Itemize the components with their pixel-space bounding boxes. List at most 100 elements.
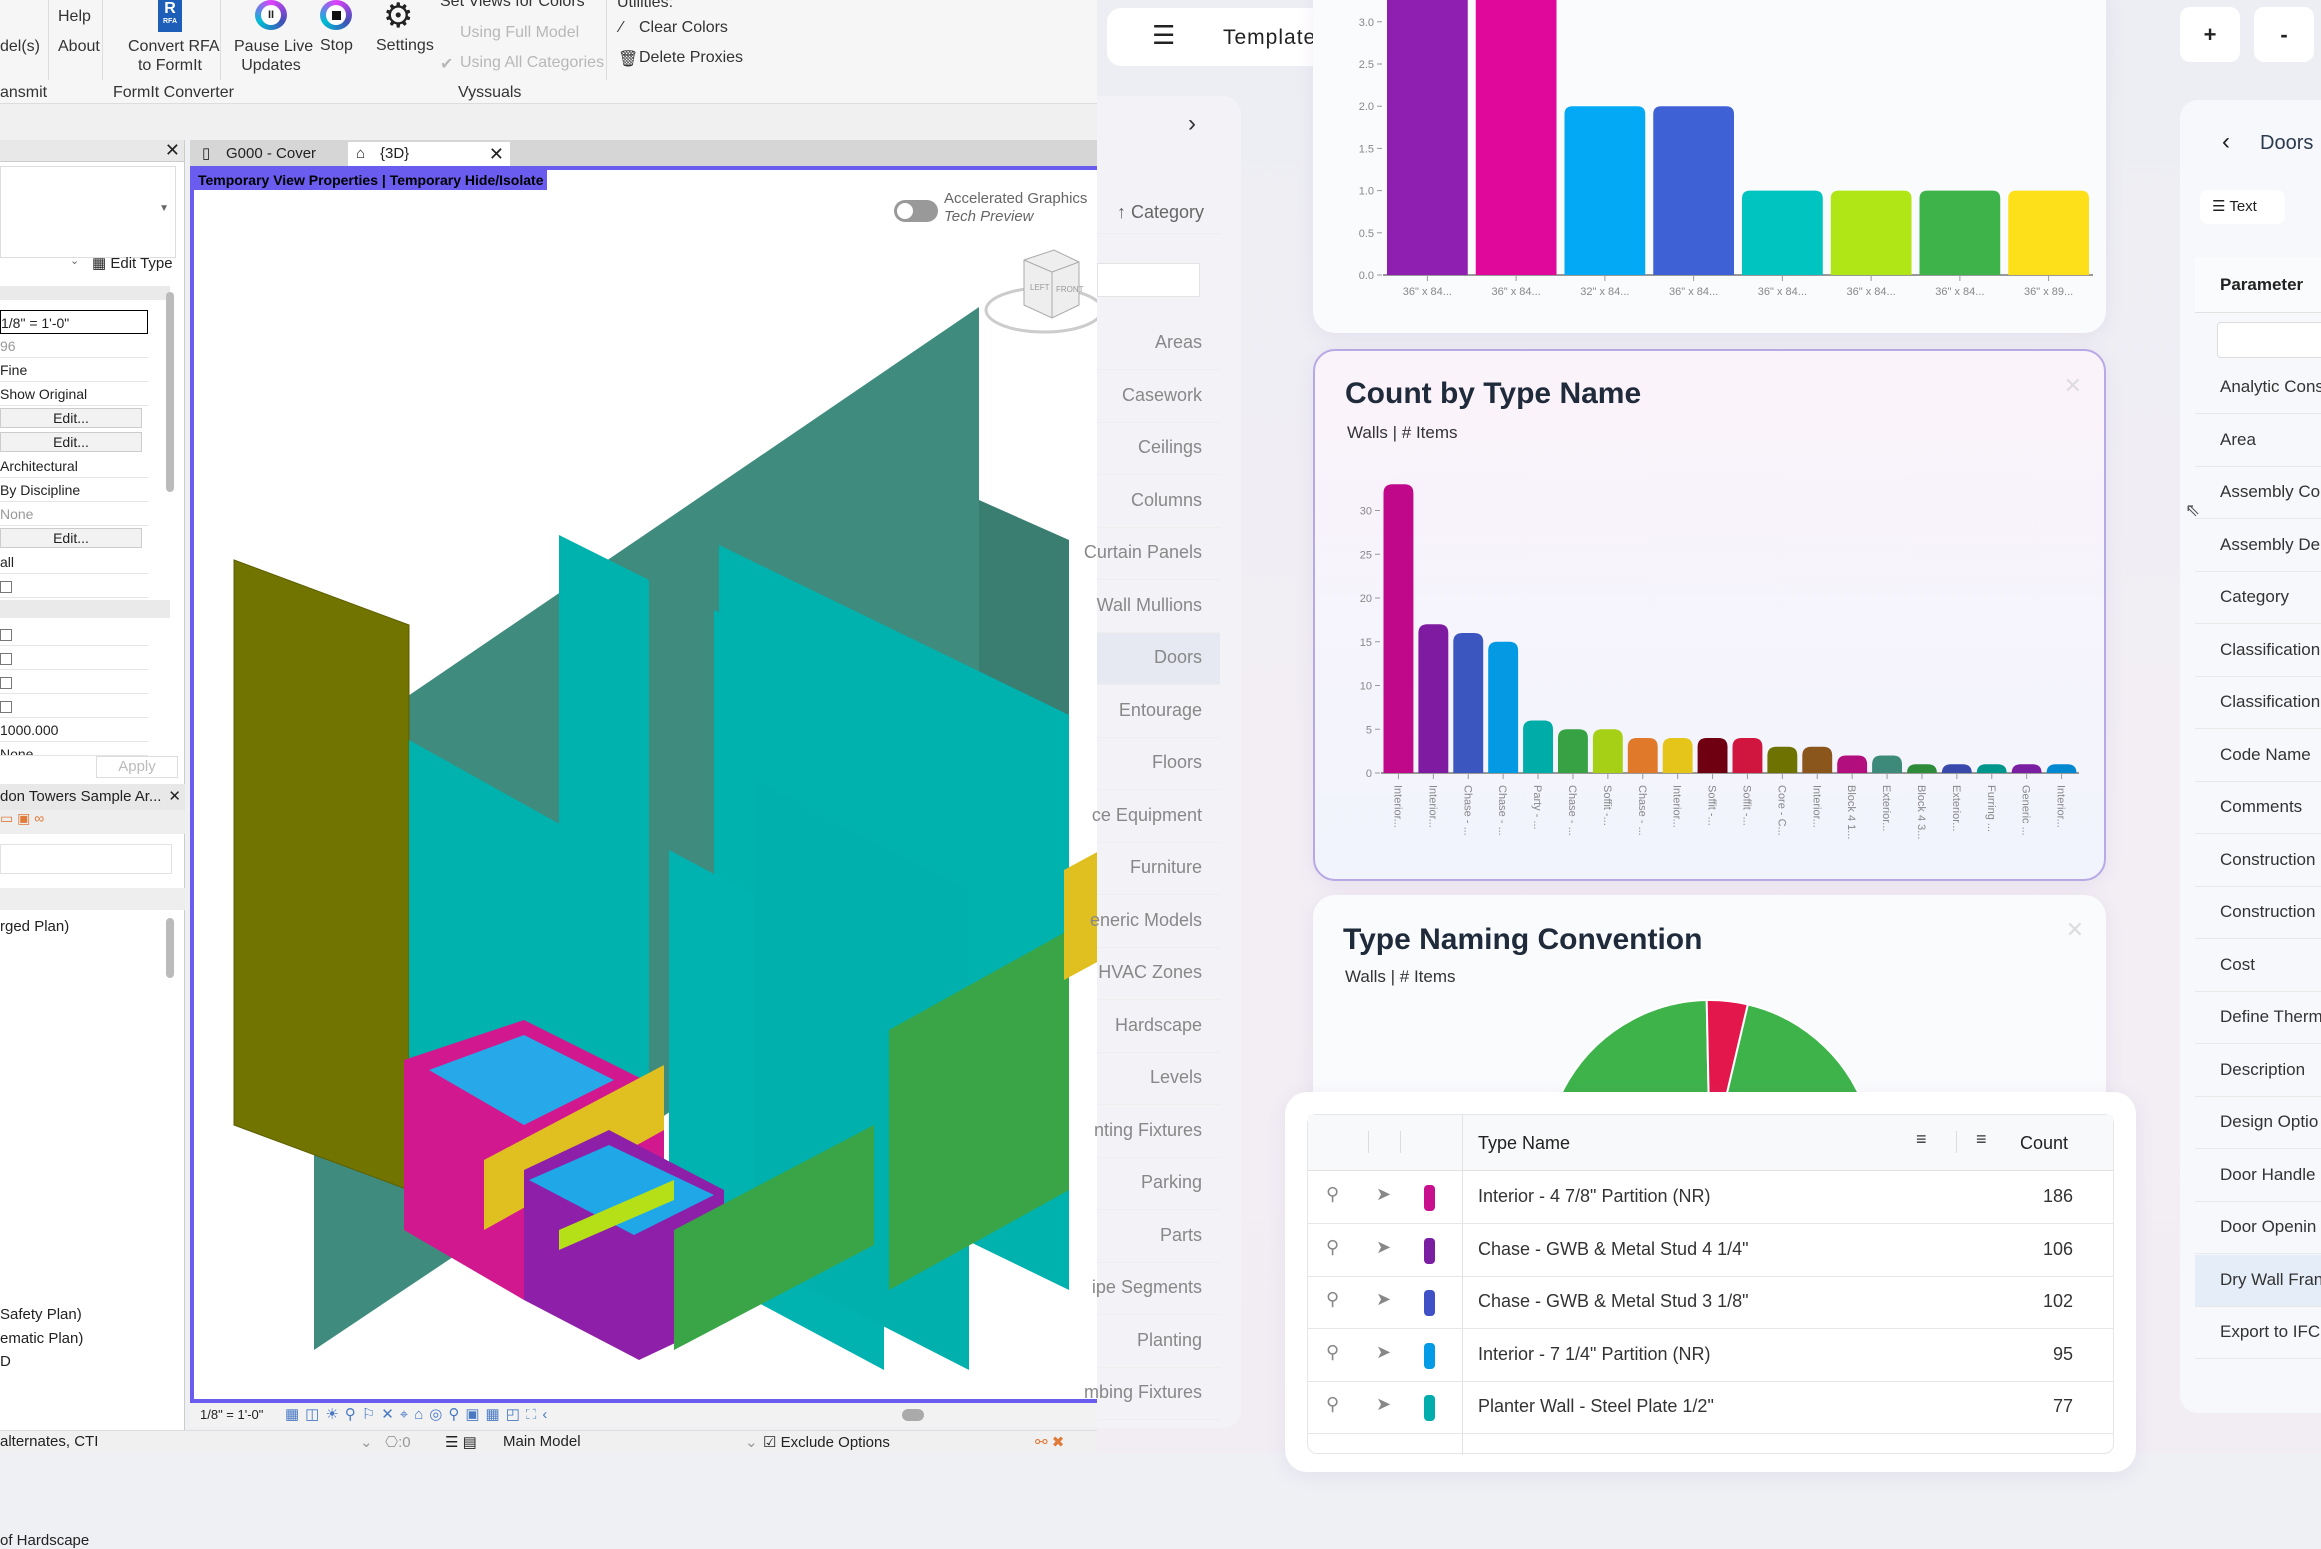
category-item[interactable]: Columns bbox=[1097, 476, 1220, 528]
tab-g000-cover[interactable]: ▯ G000 - Cover bbox=[202, 145, 317, 162]
bar[interactable] bbox=[2046, 764, 2077, 774]
apply-button[interactable]: Apply bbox=[96, 756, 178, 778]
parameter-item[interactable]: Assembly Co bbox=[2195, 467, 2321, 519]
set-views-for-colors-button[interactable]: Set Views for Colors bbox=[440, 0, 585, 10]
parameter-item[interactable]: Area bbox=[2195, 415, 2321, 467]
category-item[interactable]: Ceilings bbox=[1097, 423, 1220, 475]
edit-button[interactable]: Edit... bbox=[0, 408, 142, 428]
parameter-item[interactable]: Door Openin bbox=[2195, 1202, 2321, 1254]
hamburger-menu-icon[interactable]: ☰ bbox=[1152, 20, 1176, 50]
search-icon[interactable]: ⚲ bbox=[1326, 1289, 1340, 1309]
filter-icon[interactable]: ≡ bbox=[1916, 1129, 1927, 1149]
section-extents[interactable] bbox=[0, 600, 170, 618]
browser-item[interactable]: ematic Plan) bbox=[0, 1330, 84, 1347]
active-model-select[interactable]: Main Model bbox=[503, 1433, 581, 1450]
table-row[interactable]: ⚲ ➤ Interior - 7 1/4" Partition (NR) 95 bbox=[1308, 1330, 2113, 1382]
filter-icon[interactable]: ≡ bbox=[1976, 1129, 1987, 1149]
color-swatch[interactable] bbox=[1424, 1395, 1435, 1421]
tab-3d[interactable]: ⌂ {3D} ✕ bbox=[348, 142, 510, 166]
select-cursor-icon[interactable]: ➤ bbox=[1376, 1289, 1392, 1309]
parameter-item[interactable]: Construction bbox=[2195, 887, 2321, 939]
category-item[interactable]: Parking bbox=[1097, 1158, 1220, 1210]
view-scale-field[interactable]: 1/8" = 1'-0" bbox=[0, 310, 148, 334]
parameter-filter-input[interactable] bbox=[2217, 322, 2321, 358]
3d-viewport[interactable]: Temporary View Properties | Temporary Hi… bbox=[190, 166, 1097, 1403]
color-swatch[interactable] bbox=[1424, 1237, 1435, 1264]
close-icon[interactable]: ✕ bbox=[168, 788, 181, 805]
scrollbar[interactable] bbox=[166, 918, 174, 978]
bar[interactable] bbox=[1697, 738, 1728, 773]
settings-button[interactable]: Settings bbox=[376, 37, 434, 54]
select-cursor-icon[interactable]: ➤ bbox=[1376, 1394, 1392, 1414]
parameter-item[interactable]: Export to IFC bbox=[2195, 1307, 2321, 1359]
chevron-right-icon[interactable]: › bbox=[1188, 110, 1196, 137]
search-icon[interactable]: ⚲ bbox=[1326, 1236, 1340, 1257]
category-item[interactable]: ce Equipment bbox=[1092, 791, 1220, 843]
bar[interactable] bbox=[1564, 106, 1646, 275]
parameter-item[interactable]: Analytic Cons bbox=[2195, 362, 2321, 414]
bar[interactable] bbox=[1418, 624, 1449, 773]
search-icon[interactable]: ⚲ bbox=[1326, 1394, 1340, 1414]
color-swatch[interactable] bbox=[1424, 1342, 1435, 1369]
parameter-item[interactable]: Classification bbox=[2195, 677, 2321, 729]
bar[interactable] bbox=[1662, 738, 1693, 773]
bar[interactable] bbox=[1742, 190, 1823, 275]
color-swatch[interactable] bbox=[1424, 1185, 1435, 1211]
table-row[interactable]: ⚲ ➤ Planter Wall - Steel Plate 1/2" 77 bbox=[1308, 1382, 2113, 1434]
bar[interactable] bbox=[1488, 641, 1519, 773]
pause-icon[interactable]: II bbox=[255, 0, 287, 30]
delete-proxies-button[interactable]: Delete Proxies bbox=[639, 49, 744, 66]
checkbox-row[interactable] bbox=[0, 670, 148, 694]
browser-item[interactable]: D bbox=[0, 1353, 11, 1370]
parameter-item[interactable]: Assembly De bbox=[2195, 520, 2321, 572]
section-graphics[interactable] bbox=[0, 286, 170, 300]
category-item[interactable]: Planting bbox=[1097, 1316, 1220, 1368]
parameter-item[interactable]: Code Name bbox=[2195, 730, 2321, 782]
bar[interactable] bbox=[1453, 633, 1484, 773]
category-item[interactable]: eneric Models bbox=[1090, 896, 1220, 948]
bar[interactable] bbox=[1383, 484, 1414, 773]
using-full-model-option[interactable]: Using Full Model bbox=[460, 24, 580, 41]
category-item[interactable]: ipe Segments bbox=[1092, 1263, 1220, 1315]
category-column-header[interactable]: ↑ Category bbox=[1097, 190, 1222, 234]
checkbox-row[interactable] bbox=[0, 622, 148, 646]
category-item[interactable]: HVAC Zones bbox=[1097, 948, 1220, 1000]
browser-search[interactable] bbox=[0, 844, 172, 874]
bar[interactable] bbox=[1592, 729, 1623, 773]
bar[interactable] bbox=[1767, 746, 1798, 773]
category-item[interactable]: Levels bbox=[1097, 1053, 1220, 1105]
scope-box[interactable]: None bbox=[0, 742, 148, 756]
gear-icon[interactable]: ⚙ bbox=[383, 0, 414, 35]
table-row[interactable]: ⚲ ➤ Chase - GWB & Metal Stud 3 1/8" 102 bbox=[1308, 1277, 2113, 1329]
accelerated-graphics-toggle[interactable] bbox=[894, 200, 938, 222]
text-tab[interactable]: ☰ Text bbox=[2200, 190, 2285, 224]
category-item[interactable]: Wall Mullions bbox=[1097, 581, 1220, 633]
view-control-icons[interactable]: ▦◫☀⚲⚐✕⌖⌂◎⚲▣▦◰⛶‹ bbox=[285, 1406, 554, 1423]
close-icon[interactable]: ✕ bbox=[2063, 373, 2082, 398]
clear-colors-button[interactable]: Clear Colors bbox=[639, 19, 728, 36]
category-item[interactable]: Parts bbox=[1097, 1211, 1220, 1263]
browser-item[interactable]: Safety Plan) bbox=[0, 1306, 82, 1323]
scrollbar[interactable] bbox=[166, 292, 174, 492]
parameter-item[interactable]: Construction bbox=[2195, 835, 2321, 887]
bar[interactable] bbox=[1732, 738, 1763, 773]
bar[interactable] bbox=[2008, 190, 2089, 275]
sun-path[interactable]: all bbox=[0, 550, 148, 574]
close-icon[interactable]: ✕ bbox=[2065, 917, 2084, 942]
select-cursor-icon[interactable]: ➤ bbox=[1376, 1341, 1392, 1362]
parameter-item[interactable]: Description bbox=[2195, 1045, 2321, 1097]
list-icon[interactable]: ☰ ▤ bbox=[445, 1434, 477, 1451]
category-item[interactable]: Floors bbox=[1097, 738, 1220, 790]
chevron-down-icon[interactable]: ⌄ bbox=[70, 255, 80, 267]
selection-icons[interactable]: ⚯ ✖ bbox=[1035, 1434, 1065, 1451]
models-button[interactable]: del(s) bbox=[0, 38, 41, 55]
view-cube[interactable]: LEFT FRONT bbox=[984, 230, 1097, 350]
checkbox-row[interactable] bbox=[0, 646, 148, 670]
column-header-type-name[interactable]: Type Name bbox=[1478, 1133, 1571, 1153]
edit-button[interactable]: Edit... bbox=[0, 432, 142, 452]
bar[interactable] bbox=[1830, 190, 1912, 275]
select-cursor-icon[interactable]: ➤ bbox=[1376, 1184, 1392, 1204]
parameter-item[interactable]: Classification bbox=[2195, 625, 2321, 677]
browser-item[interactable]: rged Plan) bbox=[0, 918, 70, 935]
bar[interactable] bbox=[1919, 190, 2001, 275]
